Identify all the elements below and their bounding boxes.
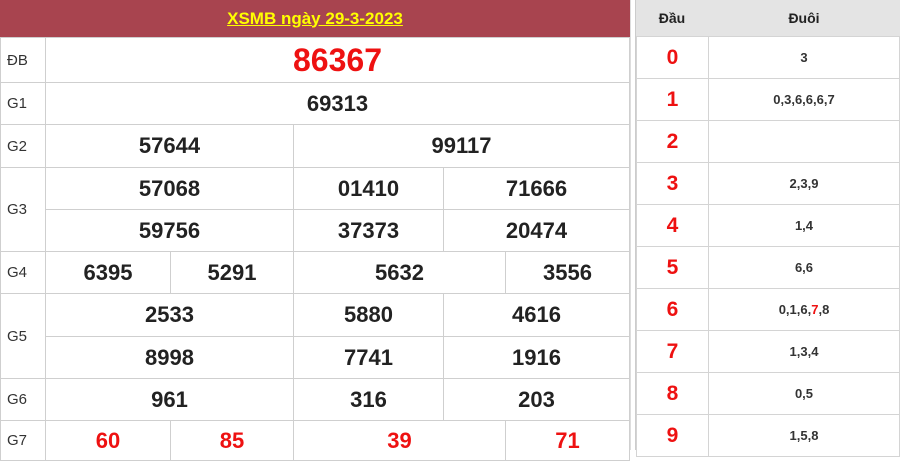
prize-number: 01410 — [293, 167, 444, 210]
prize-label: G5 — [0, 293, 46, 379]
head-digit: 7 — [636, 330, 709, 373]
tail-digits: 1,5,8 — [789, 428, 819, 443]
prize-number: 7741 — [293, 336, 444, 379]
results-title-link[interactable]: XSMB ngày 29-3-2023 — [227, 8, 403, 28]
tail-cell: 2,3,9 — [708, 162, 900, 205]
prize-number: 37373 — [293, 209, 444, 252]
prize-number: 8998 — [45, 336, 294, 379]
tail-digits: 1,3,4 — [789, 344, 819, 359]
head-digit: 4 — [636, 204, 709, 247]
tail-cell: 1,5,8 — [708, 414, 900, 457]
head-digit: 9 — [636, 414, 709, 457]
prize-number: 6395 — [45, 251, 171, 294]
prize-number: 5632 — [293, 251, 506, 294]
prize-number: 5880 — [293, 293, 444, 337]
head-digit: 6 — [636, 288, 709, 331]
prize-number: 4616 — [443, 293, 630, 337]
tail-cell: 1,4 — [708, 204, 900, 247]
tail-cell: 0,1,6,7,8 — [708, 288, 900, 331]
prize-label: ĐB — [0, 37, 46, 83]
prize-number: 85 — [170, 420, 294, 461]
prize-number: 69313 — [45, 82, 630, 125]
prize-number: 71 — [505, 420, 630, 461]
prize-number: 203 — [443, 378, 630, 421]
tail-digits: 0,3,6,6,6,7 — [773, 92, 835, 107]
head-digit: 3 — [636, 162, 709, 205]
divider — [630, 0, 636, 450]
tail-digits: 2,3,9 — [789, 176, 819, 191]
special-prize: 86367 — [45, 37, 630, 83]
tail-cell: 0,5 — [708, 372, 900, 415]
head-digit: 0 — [636, 36, 709, 79]
tail-cell: 1,3,4 — [708, 330, 900, 373]
prize-number: 961 — [45, 378, 294, 421]
prize-number: 20474 — [443, 209, 630, 252]
tail-digits: 3 — [800, 50, 808, 65]
prize-label: G4 — [0, 251, 46, 294]
tail-digits: 6,6 — [794, 260, 814, 275]
dau-header: Đầu — [636, 0, 708, 36]
prize-number: 39 — [293, 420, 506, 461]
tail-digits: 0,1,6,7,8 — [779, 302, 830, 317]
prize-number: 2533 — [45, 293, 294, 337]
prize-label: G6 — [0, 378, 46, 421]
head-digit: 5 — [636, 246, 709, 289]
tail-cell: 0,3,6,6,6,7 — [708, 78, 900, 121]
prize-number: 5291 — [170, 251, 294, 294]
tail-part: 0,1,6, — [778, 302, 812, 317]
tail-part: ,8 — [818, 302, 830, 317]
prize-label: G1 — [0, 82, 46, 125]
prize-label: G2 — [0, 124, 46, 168]
prize-number: 57068 — [45, 167, 294, 210]
tail-digits: 0,5 — [794, 386, 814, 401]
tail-cell — [708, 120, 900, 163]
results-header: XSMB ngày 29-3-2023 — [0, 0, 630, 37]
prize-label: G7 — [0, 420, 46, 461]
duoi-header: Đuôi — [708, 0, 900, 36]
prize-number: 316 — [293, 378, 444, 421]
tail-cell: 3 — [708, 36, 900, 79]
head-digit: 2 — [636, 120, 709, 163]
prize-number: 99117 — [293, 124, 630, 168]
tail-digits: 1,4 — [794, 218, 814, 233]
head-digit: 8 — [636, 372, 709, 415]
prize-label: G3 — [0, 167, 46, 252]
tail-highlight: 7 — [811, 302, 819, 317]
prize-number: 57644 — [45, 124, 294, 168]
head-digit: 1 — [636, 78, 709, 121]
prize-number: 3556 — [505, 251, 630, 294]
prize-number: 71666 — [443, 167, 630, 210]
prize-number: 59756 — [45, 209, 294, 252]
prize-number: 60 — [45, 420, 171, 461]
tail-cell: 6,6 — [708, 246, 900, 289]
prize-number: 1916 — [443, 336, 630, 379]
